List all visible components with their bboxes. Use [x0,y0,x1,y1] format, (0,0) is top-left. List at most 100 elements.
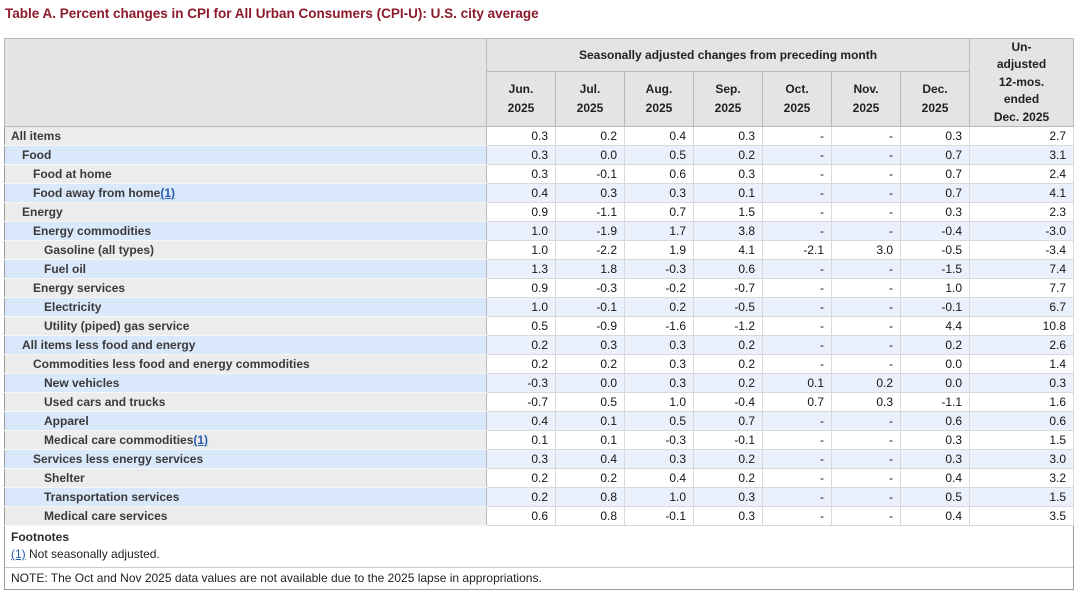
monthly-change-cell: 0.1 [762,372,832,393]
monthly-change-cell: 0.2 [693,353,763,374]
monthly-change-cell: - [831,315,901,336]
monthly-change-cell: 0.5 [899,486,971,507]
table-row: Transportation services 0.2 0.8 1.0 0.3- -0.5… [4,486,1074,507]
header-row-groups: Seasonally adjusted changes from precedi… [4,38,1074,127]
monthly-change-cell: 0.2 [486,334,556,355]
row-footnote-link[interactable]: (1) [160,185,176,200]
monthly-change-cell: - [762,258,832,279]
monthly-change-cell: 0.5 [555,391,625,412]
table-row: Energy services 0.9 -0.3 -0.2 -0.7- -1.0 7.7 [4,277,1074,298]
monthly-change-cell: 0.8 [555,486,625,507]
row-label: Utility (piped) gas service [4,316,487,336]
month-header-row: Jun. 2025 Jul. 2025 Aug. 2025 Sep. 2025 Oct. 2025… [5,70,1074,127]
monthly-change-cell: 0.7 [899,163,971,184]
monthly-change-cell: 0.0 [555,372,625,393]
table-row: All items 0.3 0.2 0.4 0.3- -0.3 2.7 [4,125,1074,146]
monthly-change-cell: -1.1 [555,201,625,222]
monthly-change-cell: 0.6 [899,410,971,431]
monthly-change-cell: 0.3 [624,448,694,469]
monthly-change-cell: 1.0 [899,277,971,298]
twelve-month-change-cell: 2.4 [969,163,1074,184]
table-row: Fuel oil 1.3 1.8 -0.3 0.6- - -1.5 7.4 [4,258,1074,279]
row-footnote-link[interactable]: (1) [193,432,209,447]
monthly-change-cell: -0.7 [693,277,763,298]
row-label: Commodities less food and energy commodi… [4,354,487,374]
row-label: New vehicles [4,373,487,393]
table-row: Food 0.3 0.0 0.5 0.2- -0.7 3.1 [4,144,1074,165]
twelve-month-change-cell: 1.6 [969,391,1074,412]
monthly-change-cell: -0.4 [693,391,763,412]
monthly-change-cell: -0.3 [486,372,556,393]
monthly-change-cell: -0.1 [693,429,763,450]
monthly-change-cell: 0.3 [693,486,763,507]
footnotes-section: Footnotes (1) Not seasonally adjusted. N… [4,525,1074,590]
monthly-change-cell: - [831,163,901,184]
month-header: Sep. 2025 [693,70,763,127]
monthly-change-cell: - [831,144,901,165]
monthly-change-cell: - [831,277,901,298]
monthly-change-cell: 0.5 [486,315,556,336]
monthly-change-cell: - [831,429,901,450]
twelve-month-change-cell: -3.4 [969,239,1074,260]
monthly-change-cell: - [831,334,901,355]
monthly-change-cell: 0.2 [693,144,763,165]
twelve-month-change-cell: 0.6 [969,410,1074,431]
row-label: All items less food and energy [4,335,487,355]
row-label: Gasoline (all types) [4,240,487,260]
monthly-change-cell: - [762,410,832,431]
monthly-change-cell: - [831,448,901,469]
monthly-change-cell: 0.3 [486,448,556,469]
monthly-change-cell: - [762,353,832,374]
monthly-change-cell: -0.3 [624,429,694,450]
table-row: Food away from home(1) 0.4 0.3 0.3 0.1- -0.7 4… [4,182,1074,203]
monthly-change-cell: 1.0 [624,486,694,507]
monthly-change-cell: 0.2 [486,353,556,374]
table-row: Electricity 1.0 -0.1 0.2 -0.5- - -0.1 6.7 [4,296,1074,317]
monthly-change-cell: 0.4 [486,182,556,203]
monthly-change-cell: 0.3 [899,448,971,469]
twelve-month-change-cell: 4.1 [969,182,1074,203]
twelve-month-change-cell: 3.5 [969,505,1074,526]
twelve-month-change-cell: 6.7 [969,296,1074,317]
monthly-change-cell: 0.1 [693,182,763,203]
row-label: Fuel oil [4,259,487,279]
monthly-change-cell: - [762,182,832,203]
row-label: Transportation services [4,487,487,507]
monthly-change-cell: -0.7 [486,391,556,412]
table-row: Shelter 0.2 0.2 0.4 0.2- -0.4 3.2 [4,467,1074,488]
monthly-change-cell: 1.7 [624,220,694,241]
table-title: Table A. Percent changes in CPI for All … [5,6,539,21]
row-label: Electricity [4,297,487,317]
monthly-change-cell: 0.3 [899,125,971,146]
monthly-change-cell: 0.3 [831,391,901,412]
monthly-change-cell: 0.2 [555,125,625,146]
monthly-change-cell: 0.3 [899,429,971,450]
monthly-change-cell: 0.4 [899,467,971,488]
cpi-table: Seasonally adjusted changes from precedi… [4,38,1074,526]
monthly-change-cell: -2.1 [762,239,832,260]
table-row: Food at home 0.3 -0.1 0.6 0.3- -0.7 2.4 [4,163,1074,184]
monthly-change-cell: 0.2 [555,353,625,374]
footnote-text: Not seasonally adjusted. [29,546,160,561]
table-row: Medical care commodities(1) 0.1 0.1 -0.3 -0.… [4,429,1074,450]
unadjusted-column-header: Un-adjusted 12-mos. ended Dec. 2025 [969,38,1074,127]
twelve-month-change-cell: 1.4 [969,353,1074,374]
monthly-change-cell: 0.4 [555,448,625,469]
monthly-change-cell: 0.2 [831,372,901,393]
monthly-change-cell: 3.8 [693,220,763,241]
twelve-month-change-cell: 2.7 [969,125,1074,146]
table-row: Medical care services 0.6 0.8 -0.1 0.3- -0.4 3… [4,505,1074,526]
table-body: All items 0.3 0.2 0.4 0.3- -0.3 2.7 Food 0.3 0.0 0… [4,125,1074,526]
twelve-month-change-cell: 3.1 [969,144,1074,165]
monthly-change-cell: 1.8 [555,258,625,279]
monthly-change-cell: 0.4 [899,505,971,526]
monthly-change-cell: 0.6 [624,163,694,184]
monthly-change-cell: 0.3 [555,334,625,355]
monthly-change-cell: - [831,258,901,279]
monthly-change-cell: 0.1 [486,429,556,450]
row-label: Food at home [4,164,487,184]
month-header: Oct. 2025 [762,70,832,127]
monthly-change-cell: 0.3 [899,201,971,222]
footnote-marker-link[interactable]: (1) [11,546,26,561]
